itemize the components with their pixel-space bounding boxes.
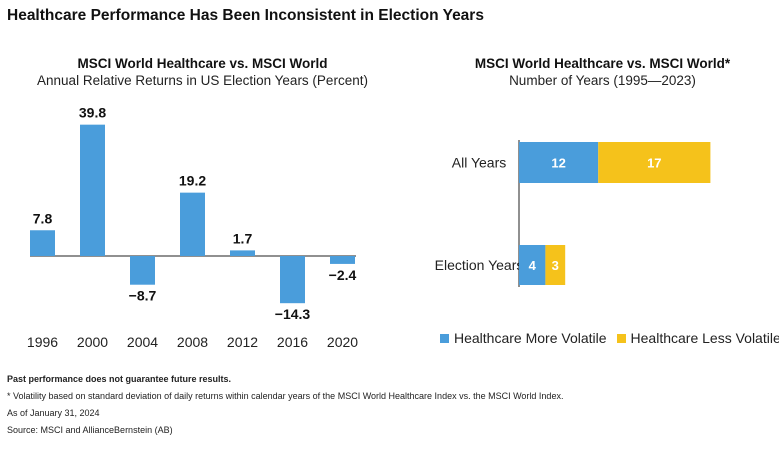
- legend-swatch-yellow: [616, 333, 626, 343]
- data-label-2004: −8.7: [129, 288, 157, 304]
- bar-segment-all-years-less-volatile: [598, 142, 711, 183]
- footnote-date: As of January 31, 2024: [7, 408, 100, 418]
- segment-label-election-years-less-volatile: 3: [552, 258, 559, 273]
- legend-swatch-blue: [440, 333, 449, 343]
- right-chart-title: MSCI World Healthcare vs. MSCI World*: [474, 56, 731, 71]
- bar-2016: [280, 256, 305, 304]
- y-tick-election-years: Election Years: [435, 257, 524, 273]
- legend: Healthcare More Volatile Healthcare Less…: [440, 330, 779, 346]
- bar-2020: [330, 256, 355, 264]
- x-tick-2000: 2000: [77, 334, 108, 350]
- legend-item-less-volatile: Healthcare Less Volatile: [616, 330, 779, 346]
- x-tick-2020: 2020: [327, 334, 358, 350]
- bar-segment-all-years-more-volatile: [519, 142, 599, 183]
- bar-2000: [80, 124, 105, 256]
- bar-2004: [130, 256, 155, 285]
- footnotes: Past performance does not guarantee futu…: [7, 375, 563, 443]
- segment-label-election-years-more-volatile: 4: [529, 258, 537, 273]
- bar-1996: [30, 230, 55, 256]
- bar-2008: [180, 192, 205, 256]
- data-label-2000: 39.8: [79, 105, 106, 121]
- segment-label-all-years-more-volatile: 12: [551, 156, 565, 171]
- x-tick-2008: 2008: [177, 334, 208, 350]
- y-tick-all-years: All Years: [452, 155, 506, 171]
- bar-segment-election-years-less-volatile: [545, 245, 566, 285]
- data-label-2012: 1.7: [233, 230, 253, 246]
- footnote-source: Source: MSCI and AllianceBernstein (AB): [7, 425, 173, 435]
- x-tick-2004: 2004: [127, 334, 158, 350]
- x-tick-2012: 2012: [227, 334, 258, 350]
- segment-label-all-years-less-volatile: 17: [647, 156, 661, 171]
- bar-segment-election-years-more-volatile: [519, 245, 546, 285]
- x-tick-1996: 1996: [27, 334, 58, 350]
- data-label-1996: 7.8: [33, 210, 53, 226]
- x-tick-2016: 2016: [277, 334, 308, 350]
- left-chart-title: MSCI World Healthcare vs. MSCI World: [77, 56, 328, 71]
- footnote-disclaimer: Past performance does not guarantee futu…: [7, 374, 232, 384]
- legend-label-less-volatile: Healthcare Less Volatile: [630, 330, 779, 346]
- data-label-2020: −2.4: [329, 267, 357, 283]
- legend-label-more-volatile: Healthcare More Volatile: [454, 330, 607, 346]
- page-title: Healthcare Performance Has Been Inconsis…: [7, 7, 484, 24]
- data-label-2008: 19.2: [179, 173, 206, 189]
- data-label-2016: −14.3: [275, 306, 311, 322]
- legend-item-more-volatile: Healthcare More Volatile: [440, 330, 607, 346]
- left-chart-subtitle: Annual Relative Returns in US Election Y…: [37, 73, 368, 88]
- bar-2012: [230, 250, 255, 256]
- right-chart-subtitle: Number of Years (1995—2023): [509, 73, 696, 88]
- footnote-volatility: * Volatility based on standard deviation…: [7, 391, 564, 401]
